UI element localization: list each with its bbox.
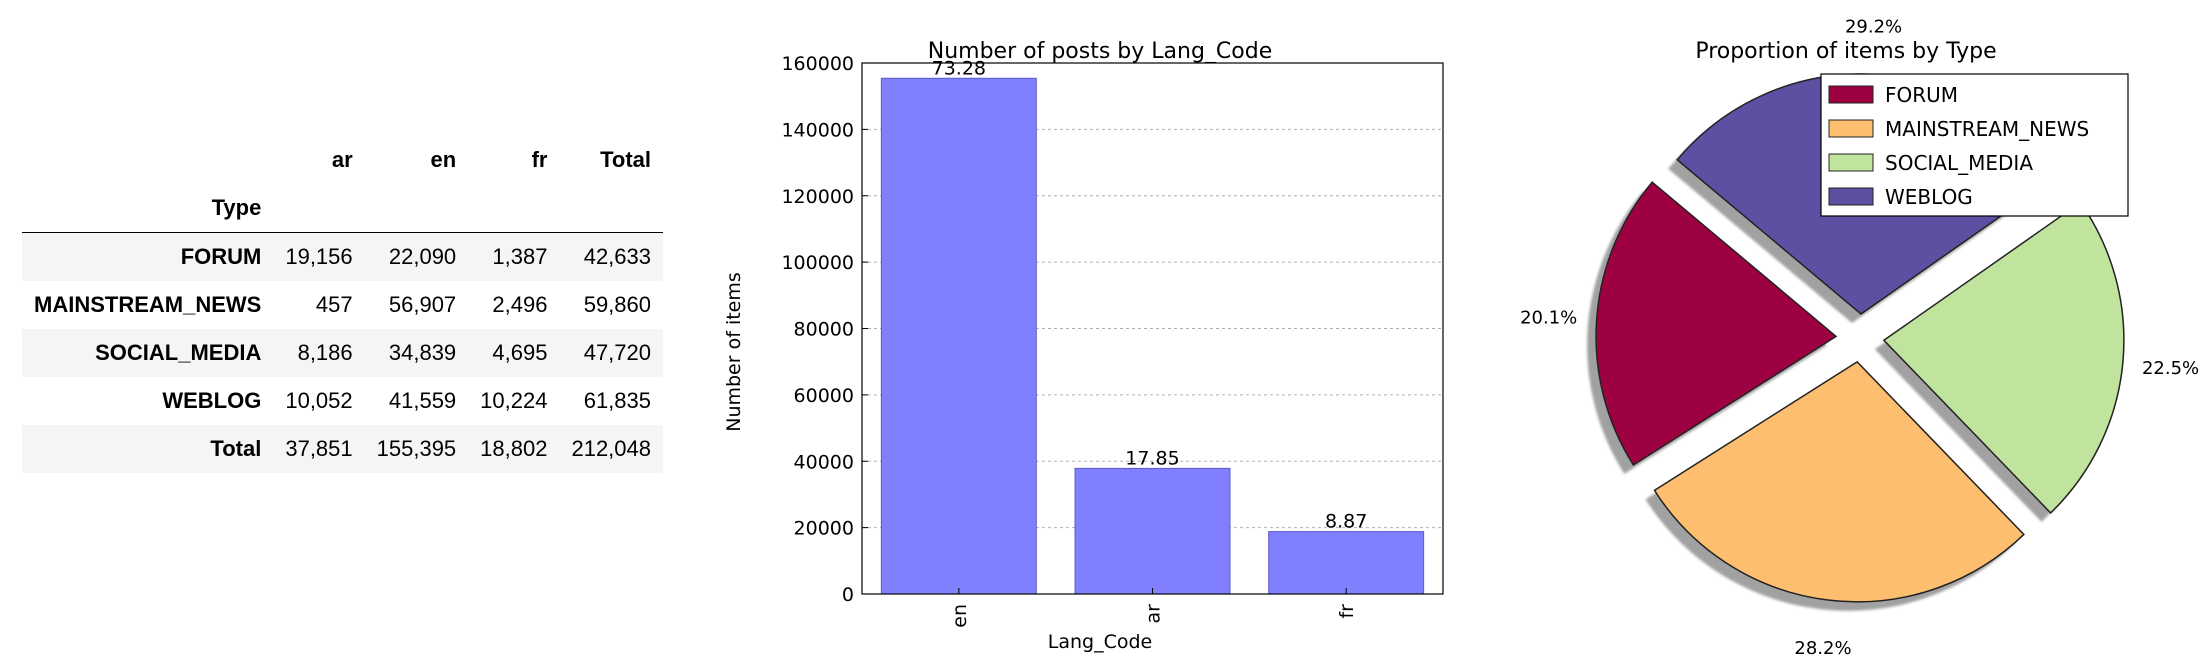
bar-en (880, 77, 1037, 595)
table-cell: 457 (315, 292, 353, 317)
y-tick-label: 60000 (794, 385, 854, 407)
y-axis-ticks: 0 20000 40000 60000 80000 100000 120000 140000 1… (781, 53, 868, 606)
y-tick-label: 140000 (781, 119, 854, 141)
legend-swatch (1828, 119, 1874, 138)
pie-chart: Proportion of items by Type 20.1% 28.2% 22… (1520, 16, 2199, 659)
pie-percent-label: 29.2% (1845, 16, 1902, 37)
row-label: FORUM (180, 244, 262, 269)
table-cell: 4,695 (492, 340, 548, 365)
pie-percent-label: 22.5% (2142, 358, 2199, 379)
table-cell: 8,186 (297, 340, 353, 365)
y-tick-label: 120000 (781, 186, 854, 208)
table-cell: 47,720 (583, 340, 651, 365)
column-header: ar (331, 147, 353, 172)
y-tick-label: 160000 (781, 53, 854, 75)
bar-value-label: 8.87 (1325, 511, 1367, 533)
pie-wedge-forum (1595, 181, 1838, 466)
column-header: en (430, 147, 457, 172)
legend-swatch (1828, 85, 1874, 104)
bar-chart: Number of posts by Lang_Code Lang_Code N… (723, 39, 1444, 653)
legend-swatch (1828, 153, 1874, 172)
table-cell: 59,860 (583, 292, 651, 317)
table-row: Total 37,851 155,395 18,802 212,048 (22, 425, 663, 473)
y-tick-label: 40000 (794, 451, 854, 473)
x-tick-label: en (949, 604, 971, 628)
pie-wedge-mainstream-news (1653, 360, 2025, 603)
posts-by-type-table: ar en fr Total Type FORUM 19,156 22,090 … (22, 136, 663, 473)
table-cell: 212,048 (571, 436, 651, 461)
table-cell: 34,839 (388, 340, 457, 365)
y-tick-label: 20000 (794, 518, 854, 540)
column-header: fr (531, 147, 548, 172)
bar-chart-ylabel: Number of items (723, 272, 745, 432)
table-cell: 41,559 (388, 388, 457, 413)
pie-legend: FORUM MAINSTREAM_NEWS SOCIAL_MEDIA WEBLOG (1820, 73, 2129, 217)
bar-value-label: 17.85 (1125, 447, 1179, 469)
y-tick-label: 0 (842, 584, 854, 606)
legend-swatch (1828, 187, 1874, 206)
bar-chart-title: Number of posts by Lang_Code (928, 39, 1272, 64)
table-cell: 10,052 (285, 388, 353, 413)
index-name: Type (22, 184, 274, 233)
table-cell: 155,395 (376, 436, 457, 461)
table-header-row: ar en fr Total (22, 136, 663, 184)
y-tick-label: 80000 (794, 319, 854, 341)
table-cell: 37,851 (285, 436, 353, 461)
plot-area-border (861, 62, 1444, 595)
index-name-row: Type (22, 184, 663, 233)
dataframe-panel: ar en fr Total Type FORUM 19,156 22,090 … (0, 0, 700, 668)
bar-chart-xlabel: Lang_Code (1048, 631, 1152, 653)
legend-label: SOCIAL_MEDIA (1885, 151, 2033, 175)
table-cell: 61,835 (583, 388, 651, 413)
table-cell: 42,633 (583, 244, 651, 269)
table-row: MAINSTREAM_NEWS 457 56,907 2,496 59,860 (22, 281, 663, 329)
table-cell: 1,387 (492, 244, 548, 269)
x-tick-label: ar (1143, 604, 1165, 624)
legend-label: FORUM (1885, 83, 1958, 107)
column-header: Total (600, 147, 651, 172)
pie-chart-title: Proportion of items by Type (1695, 39, 1996, 64)
row-label: Total (210, 436, 262, 461)
pie-chart-panel: Proportion of items by Type 20.1% 28.2% 22… (1460, 0, 2208, 668)
bar-ar (1074, 467, 1231, 595)
table-row: WEBLOG 10,052 41,559 10,224 61,835 (22, 377, 663, 425)
pie-percent-label: 20.1% (1520, 307, 1577, 328)
bar-series (880, 77, 1425, 595)
bar-chart-panel: Number of posts by Lang_Code Lang_Code N… (700, 0, 1460, 668)
table-cell: 2,496 (492, 292, 548, 317)
bar-value-label: 73.28 (932, 57, 986, 79)
x-tick-label: fr (1336, 604, 1358, 619)
table-cell: 22,090 (388, 244, 457, 269)
pie-percent-labels: 20.1% 28.2% 22.5% 29.2% (1520, 16, 2199, 659)
table-row: SOCIAL_MEDIA 8,186 34,839 4,695 47,720 (22, 329, 663, 377)
row-label: WEBLOG (162, 388, 262, 413)
table-row: FORUM 19,156 22,090 1,387 42,633 (22, 232, 663, 281)
bar-fr (1268, 531, 1425, 595)
pie-wedge-social-media (1882, 201, 2125, 514)
legend-label: MAINSTREAM_NEWS (1885, 117, 2089, 141)
table-cell: 18,802 (480, 436, 548, 461)
y-tick-label: 100000 (781, 252, 854, 274)
row-label: SOCIAL_MEDIA (95, 340, 262, 365)
table-cell: 19,156 (285, 244, 353, 269)
legend-label: WEBLOG (1885, 185, 1973, 209)
x-axis-ticks: en ar fr (949, 588, 1358, 628)
row-label: MAINSTREAM_NEWS (34, 292, 262, 317)
table-cell: 10,224 (480, 388, 548, 413)
pie-percent-label: 28.2% (1794, 638, 1851, 659)
table-cell: 56,907 (388, 292, 457, 317)
